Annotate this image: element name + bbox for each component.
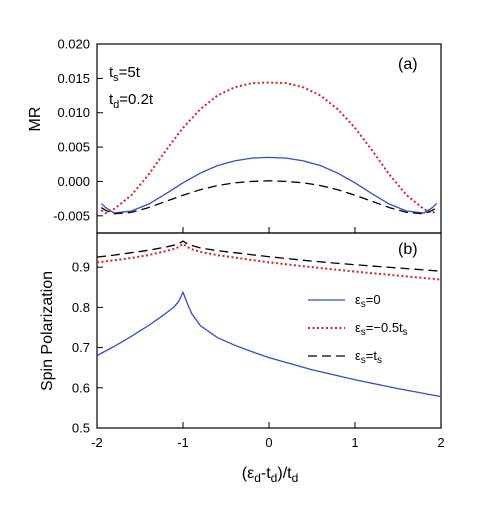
param-ts: ts=5t — [109, 64, 141, 84]
panel-a-series — [100, 81, 438, 215]
y-tick-label: 0.7 — [72, 340, 90, 355]
y-tick-label: 0.020 — [57, 37, 90, 52]
panel-b-series-line-0 — [96, 291, 442, 398]
x-tick-label: 2 — [437, 435, 444, 450]
panel-a-label: (a) — [398, 56, 418, 73]
panel-b-series — [96, 240, 442, 398]
x-tick-label: 0 — [265, 435, 272, 450]
y-tick-label: 0.000 — [57, 174, 90, 189]
x-tick-label: -1 — [177, 435, 189, 450]
panel-b-ylabel: Spin Polarization — [39, 271, 56, 391]
y-tick-label: 0.015 — [57, 71, 90, 86]
x-tick-label: -2 — [91, 435, 103, 450]
panel-a-series-line-1 — [100, 81, 438, 215]
param-td: td=0.2t — [109, 91, 154, 111]
y-tick-label: 0.9 — [72, 260, 90, 275]
panel-b-series-line-2 — [96, 240, 442, 272]
panel-a: -0.005 0.000 0.005 0.010 0.015 0.020 (a) ts=5… — [27, 37, 442, 234]
panel-a-series-line-2 — [100, 180, 438, 215]
panel-a-ylabel: MR — [27, 107, 44, 132]
legend-label-eps-s-ts: εs=ts — [355, 348, 382, 366]
y-tick-label: 0.005 — [57, 140, 90, 155]
panel-b-label: (b) — [398, 241, 418, 258]
y-tick-label: -0.005 — [53, 208, 90, 223]
y-tick-label: 0.5 — [72, 421, 90, 436]
legend-label-eps-s-0: εs=0 — [355, 292, 381, 310]
y-tick-label: 0.6 — [72, 380, 90, 395]
x-tick-label: 1 — [351, 435, 358, 450]
panel-b: 0.5 0.6 0.7 0.8 0.9 -2 -1 0 1 2 (b) Spin Polariza… — [39, 232, 445, 485]
panel-b-ticks: 0.5 0.6 0.7 0.8 0.9 -2 -1 0 1 2 — [72, 260, 445, 450]
panel-a-ticks: -0.005 0.000 0.005 0.010 0.015 0.020 — [53, 37, 442, 233]
legend-label-eps-s-neg-half: εs=−0.5ts — [355, 320, 408, 338]
panel-a-series-line-0 — [100, 156, 438, 214]
panel-b-xlabel: (εd-td)/td — [242, 465, 299, 485]
panel-b-series-line-1 — [96, 242, 442, 281]
y-tick-label: 0.8 — [72, 300, 90, 315]
legend: εs=0 εs=−0.5ts εs=ts — [308, 292, 408, 366]
y-tick-label: 0.010 — [57, 105, 90, 120]
